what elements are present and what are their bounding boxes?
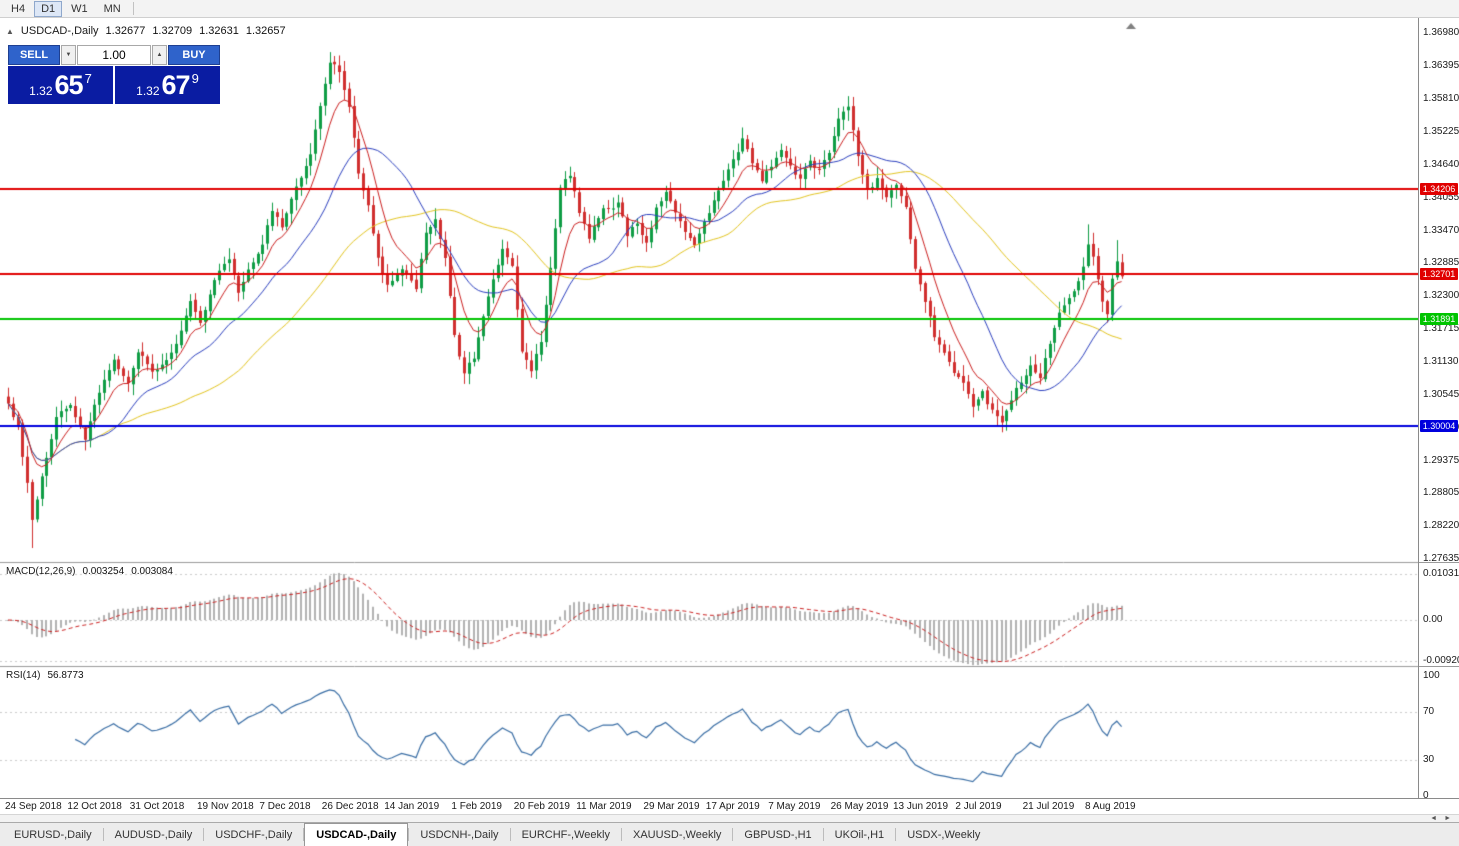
date-axis-label: 2 Jul 2019 (955, 801, 1002, 812)
toolbar-separator (132, 2, 134, 15)
tab-separator (822, 828, 824, 841)
macd-scale-label: -0.00920 (1423, 655, 1459, 667)
volume-decrease-button[interactable]: ▼ (61, 45, 76, 65)
rsi-scale-label: 30 (1423, 754, 1435, 765)
tab-separator (509, 828, 511, 841)
scroll-left-button[interactable]: ◄ (1430, 815, 1438, 822)
date-axis-label: 8 Aug 2019 (1085, 801, 1136, 812)
date-axis-label: 1 Feb 2019 (451, 801, 502, 812)
date-axis-label: 11 Mar 2019 (576, 801, 632, 812)
price-scale-label: 1.35810 (1423, 92, 1459, 104)
chart-workspace: ▲ USDCAD-,Daily 1.32677 1.32709 1.32631 … (0, 18, 1459, 798)
date-axis-label: 17 Apr 2019 (705, 801, 760, 812)
sell-price-pip-digit: 7 (84, 71, 92, 86)
price-scale-label: 1.36395 (1423, 59, 1459, 71)
tab-separator (620, 828, 622, 841)
date-axis-label: 29 Mar 2019 (643, 801, 700, 812)
timeframe-toolbar: H4 D1 W1 MN (0, 0, 1459, 18)
date-axis-label: 20 Feb 2019 (513, 801, 570, 812)
price-scale-label: 1.29375 (1423, 455, 1459, 467)
chart-tab-ukoil[interactable]: UKOil-,H1 (834, 829, 885, 841)
chart-tab-usdchf[interactable]: USDCHF-,Daily (215, 829, 293, 841)
chart-tab-audusd[interactable]: AUDUSD-,Daily (114, 829, 193, 841)
one-click-trading-panel: SELL ▼ 1.00 ▲ BUY 1.32 65 7 1.32 67 9 (8, 45, 220, 104)
price-line-tag[interactable]: 1.34206 (1420, 183, 1458, 196)
volume-input[interactable]: 1.00 (77, 45, 151, 65)
chart-tab-gbpusd[interactable]: GBPUSD-,H1 (744, 829, 812, 841)
one-click-collapse-icon[interactable]: ▲ (6, 27, 14, 36)
sell-price-prefix: 1.32 (29, 84, 53, 98)
tab-separator (203, 828, 205, 841)
chart-tab-usdcnh[interactable]: USDCNH-,Daily (420, 829, 499, 841)
scroll-right-button[interactable]: ► (1444, 815, 1451, 822)
macd-scale-label: 0.00 (1423, 614, 1443, 625)
chart-tab-eurusd[interactable]: EURUSD-,Daily (14, 829, 92, 841)
date-axis-label: 13 Jun 2019 (893, 801, 949, 812)
price-scale-label: 1.28220 (1423, 520, 1459, 532)
sell-price-big-digits: 65 (54, 69, 84, 100)
price-scale-label: 1.32300 (1423, 290, 1459, 302)
chart-tabs-bar: EURUSD-,Daily AUDUSD-,Daily USDCHF-,Daily U… (0, 822, 1459, 846)
price-scale-label: 1.28805 (1423, 487, 1459, 499)
sell-price-panel[interactable]: 1.32 65 7 (8, 66, 113, 104)
date-axis[interactable]: 24 Sep 2018 12 Oct 2018 31 Oct 2018 19 Nov … (0, 798, 1459, 814)
buy-price-big-digits: 67 (161, 69, 191, 100)
horizontal-scrollbar: ◄ ► (0, 814, 1459, 822)
rsi-scale-label: 100 (1423, 670, 1440, 681)
rsi-scale-label: 0 (1423, 790, 1429, 799)
pane-separator (1419, 666, 1459, 667)
price-scale-label: 1.32885 (1423, 257, 1459, 269)
pane-separator (1419, 562, 1459, 563)
price-scale-label: 1.30545 (1423, 389, 1459, 401)
chart-tab-eurchf[interactable]: EURCHF-,Weekly (521, 829, 610, 841)
tab-separator (408, 828, 410, 841)
tab-separator (102, 828, 104, 841)
tab-separator (895, 828, 897, 841)
date-axis-label: 24 Sep 2018 (5, 801, 62, 812)
price-line-tag[interactable]: 1.31891 (1420, 313, 1458, 326)
tab-separator (303, 828, 305, 841)
timeframe-button-d1[interactable]: D1 (34, 0, 63, 17)
price-scale-label: 1.31715 (1423, 323, 1459, 335)
chart-area[interactable]: ▲ USDCAD-,Daily 1.32677 1.32709 1.32631 … (0, 18, 1418, 798)
chart-tab-xauusd[interactable]: XAUUSD-,Weekly (632, 829, 722, 841)
timeframe-button-group: H4 D1 W1 MN (4, 0, 128, 17)
volume-increase-button[interactable]: ▲ (152, 45, 167, 65)
price-chart-canvas[interactable] (0, 18, 1418, 798)
date-axis-label: 14 Jan 2019 (384, 801, 440, 812)
date-axis-label: 7 Dec 2018 (259, 801, 311, 812)
timeframe-button-w1[interactable]: W1 (71, 2, 88, 15)
macd-scale-label: 0.01031 (1423, 567, 1459, 579)
chart-tab-usdcad[interactable]: USDCAD-,Daily (304, 823, 409, 846)
timeframe-button-mn[interactable]: MN (103, 2, 121, 15)
price-scale[interactable]: 1.36980 1.36395 1.35810 1.35225 1.34640 1.340… (1418, 18, 1459, 798)
price-line-tag[interactable]: 1.30004 (1420, 419, 1458, 432)
price-scale-label: 1.34055 (1423, 191, 1459, 203)
date-axis-label: 19 Nov 2018 (197, 801, 254, 812)
chart-tab-usdx[interactable]: USDX-,Weekly (907, 829, 981, 841)
buy-button[interactable]: BUY (168, 45, 220, 65)
date-axis-label: 26 May 2019 (830, 801, 889, 812)
price-scale-label: 1.31130 (1423, 356, 1459, 368)
price-scale-label: 1.35225 (1423, 125, 1459, 137)
rsi-scale-label: 70 (1423, 706, 1435, 717)
scrollbar-arrows: ◄ ► (1430, 815, 1451, 823)
date-axis-label: 12 Oct 2018 (67, 801, 122, 812)
buy-price-panel[interactable]: 1.32 67 9 (115, 66, 220, 104)
buy-price-pip-digit: 9 (191, 71, 199, 86)
buy-price-prefix: 1.32 (136, 84, 160, 98)
date-axis-label: 21 Jul 2019 (1022, 801, 1075, 812)
price-scale-label: 1.27635 (1423, 553, 1459, 564)
price-scale-label: 1.36980 (1423, 27, 1459, 38)
tab-separator (732, 828, 734, 841)
price-scale-label: 1.33470 (1423, 224, 1459, 236)
price-line-tag[interactable]: 1.32701 (1420, 267, 1458, 280)
date-axis-label: 26 Dec 2018 (321, 801, 379, 812)
date-axis-label: 31 Oct 2018 (129, 801, 185, 812)
sell-button[interactable]: SELL (8, 45, 60, 65)
timeframe-button-h4[interactable]: H4 (11, 2, 26, 15)
date-axis-label: 7 May 2019 (768, 801, 821, 812)
price-scale-label: 1.34640 (1423, 158, 1459, 170)
